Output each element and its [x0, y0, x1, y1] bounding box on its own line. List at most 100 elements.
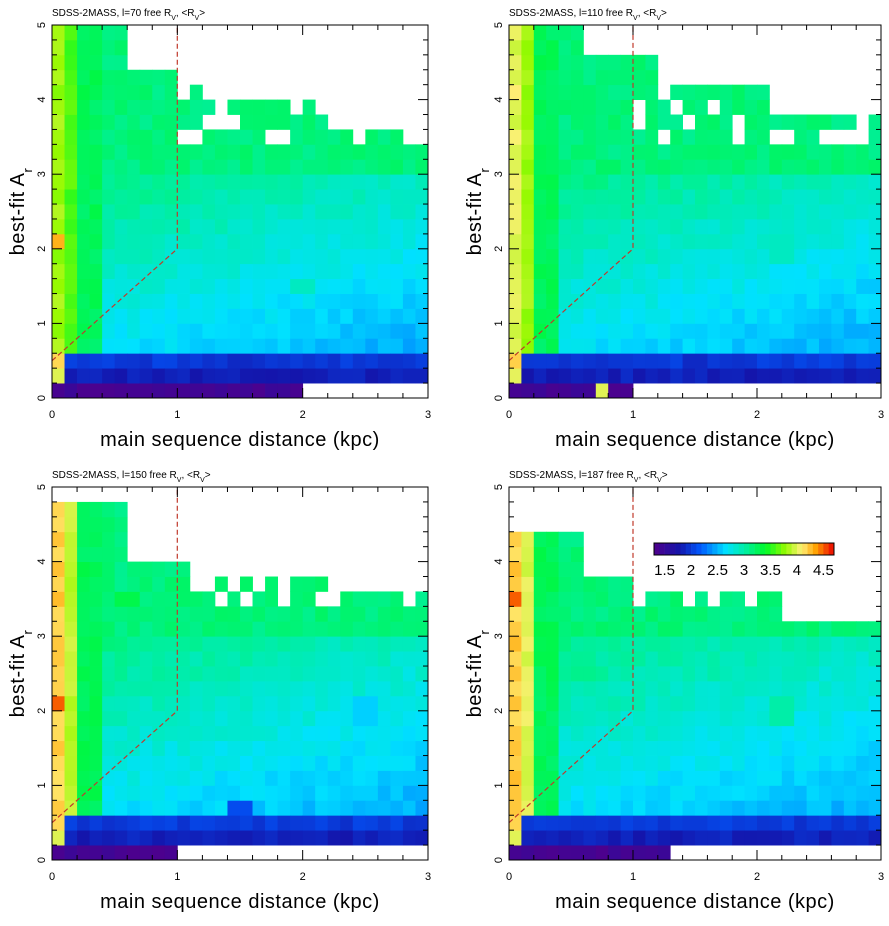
heatmap-cell	[657, 755, 671, 771]
heatmap-cell	[595, 174, 609, 190]
heatmap-cell	[831, 338, 845, 354]
heatmap-cell	[77, 695, 90, 712]
heatmap-cell	[657, 845, 671, 861]
heatmap-cell	[868, 725, 882, 742]
heatmap-cell	[177, 636, 191, 652]
heatmap-cell	[240, 159, 253, 175]
heatmap-cell	[707, 204, 721, 220]
heatmap-cell	[227, 680, 241, 697]
colorbar-tick-label: 3	[740, 562, 748, 579]
heatmap-cell	[77, 293, 90, 309]
heatmap-cell	[415, 233, 429, 250]
heatmap-cell	[352, 218, 366, 235]
heatmap-cell	[290, 353, 304, 369]
heatmap-cell	[645, 606, 659, 622]
colorbar-swatch	[812, 543, 819, 555]
heatmap-cell	[315, 695, 329, 712]
heatmap-cell	[645, 755, 659, 771]
y-tick-label: 1	[36, 320, 48, 326]
heatmap-cell	[856, 189, 869, 205]
heatmap-cell	[670, 830, 683, 846]
heatmap-cell	[164, 323, 178, 339]
heatmap-cell	[546, 680, 559, 697]
heatmap-cell	[127, 218, 141, 235]
heatmap-cell	[152, 725, 166, 742]
heatmap-cell	[806, 278, 820, 294]
heatmap-cell	[856, 218, 869, 235]
heatmap-cell	[670, 770, 683, 786]
heatmap-cell	[377, 263, 391, 280]
heatmap-cell	[657, 278, 671, 294]
heatmap-cell	[595, 725, 609, 742]
heatmap-cell	[202, 129, 216, 145]
heatmap-cell	[595, 114, 609, 130]
heatmap-cell	[781, 353, 795, 369]
heatmap-cell	[302, 233, 316, 250]
heatmap-cell	[227, 248, 241, 265]
heatmap-cell	[302, 710, 316, 727]
heatmap-cell	[533, 710, 547, 727]
heatmap-cell	[645, 84, 659, 100]
heatmap-cell	[633, 368, 646, 384]
heatmap-cell	[856, 725, 869, 742]
heatmap-cell	[315, 114, 329, 130]
heatmap-cell	[52, 189, 65, 205]
heatmap-cell	[521, 636, 535, 652]
heatmap-cell	[202, 666, 216, 682]
heatmap-cell	[127, 666, 141, 682]
heatmap-cell	[64, 710, 78, 727]
heatmap-cell	[377, 606, 391, 622]
heatmap-cell	[732, 159, 745, 175]
heatmap-cell	[856, 636, 869, 652]
heatmap-cell	[806, 189, 820, 205]
heatmap-cell	[415, 159, 429, 175]
heatmap-cell	[571, 204, 584, 220]
heatmap-cell	[114, 263, 128, 280]
heatmap-cell	[77, 546, 90, 562]
heatmap-cell	[102, 293, 116, 309]
heatmap-cell	[819, 308, 832, 324]
heatmap-cell	[533, 54, 547, 71]
heatmap-cell	[695, 129, 708, 145]
heatmap-cell	[571, 383, 584, 399]
heatmap-cell	[114, 159, 128, 175]
heatmap-cell	[806, 114, 820, 130]
heatmap-cell	[64, 636, 78, 652]
heatmap-cell	[89, 770, 103, 786]
heatmap-cell	[695, 368, 708, 384]
heatmap-cell	[719, 189, 733, 205]
heatmap-cell	[64, 621, 78, 637]
heatmap-cell	[583, 263, 597, 280]
heatmap-cell	[377, 621, 391, 637]
heatmap-cell	[315, 770, 329, 786]
colorbar-swatch	[759, 543, 766, 555]
heatmap-cell	[682, 308, 696, 324]
heatmap-cell	[177, 383, 191, 399]
heatmap-cell	[189, 591, 203, 607]
heatmap-cell	[521, 830, 535, 846]
heatmap-cell	[265, 293, 278, 309]
heatmap-cell	[806, 800, 820, 816]
heatmap-cell	[77, 308, 90, 324]
heatmap-cell	[265, 785, 278, 801]
heatmap-cell	[277, 189, 291, 205]
heatmap-cell	[139, 621, 153, 637]
heatmap-cell	[127, 740, 141, 756]
heatmap-cell	[657, 770, 671, 786]
heatmap-cell	[265, 278, 278, 294]
heatmap-cell	[769, 725, 783, 742]
heatmap-cell	[707, 680, 721, 697]
heatmap-cell	[682, 680, 696, 697]
heatmap-cell	[415, 174, 429, 190]
heatmap-cell	[806, 204, 820, 220]
heatmap-cell	[781, 755, 795, 771]
heatmap-cell	[365, 189, 379, 205]
heatmap-cell	[64, 546, 78, 562]
heatmap-cell	[819, 770, 832, 786]
panel-3: SDSS-2MASS, l=150 free RV, <RV>0 1 2 301234…	[7, 470, 431, 913]
heatmap-cell	[227, 233, 241, 250]
heatmap-cell	[608, 591, 621, 607]
heatmap-cell	[794, 293, 807, 309]
heatmap-cell	[164, 159, 178, 175]
heatmap-cell	[608, 651, 621, 667]
